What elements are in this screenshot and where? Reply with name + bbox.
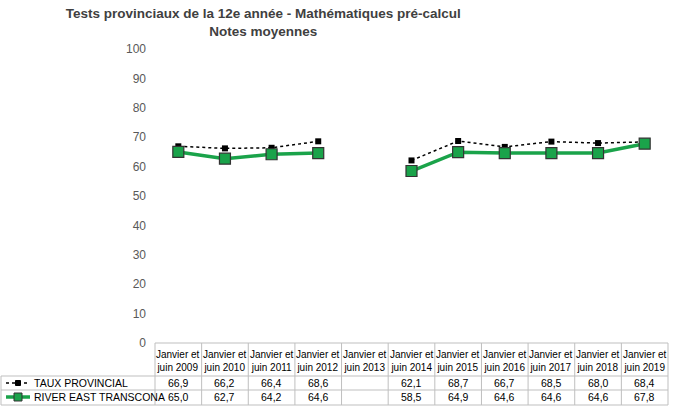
- svg-text:RIVER EAST TRANSCONA: RIVER EAST TRANSCONA: [34, 391, 165, 403]
- svg-text:68,0: 68,0: [588, 377, 609, 389]
- svg-text:50: 50: [133, 189, 147, 203]
- svg-text:90: 90: [133, 72, 147, 86]
- svg-text:68,7: 68,7: [448, 377, 469, 389]
- svg-text:66,4: 66,4: [261, 377, 282, 389]
- svg-text:64,2: 64,2: [261, 391, 282, 403]
- svg-text:64,9: 64,9: [448, 391, 469, 403]
- svg-text:40: 40: [133, 219, 147, 233]
- svg-text:64,6: 64,6: [308, 391, 329, 403]
- svg-text:Janvier etjuin 2010: Janvier etjuin 2010: [203, 349, 247, 373]
- svg-text:Janvier etjuin 2009: Janvier etjuin 2009: [156, 349, 200, 373]
- svg-text:Janvier etjuin 2019: Janvier etjuin 2019: [623, 349, 667, 373]
- svg-text:58,5: 58,5: [401, 391, 422, 403]
- svg-text:60: 60: [133, 160, 147, 174]
- svg-text:TAUX PROVINCIAL: TAUX PROVINCIAL: [34, 377, 128, 389]
- svg-text:68,5: 68,5: [541, 377, 562, 389]
- svg-text:Janvier etjuin 2017: Janvier etjuin 2017: [529, 349, 573, 373]
- svg-text:Janvier etjuin 2016: Janvier etjuin 2016: [483, 349, 527, 373]
- svg-text:0: 0: [139, 336, 146, 350]
- svg-text:64,6: 64,6: [494, 391, 515, 403]
- svg-text:65,0: 65,0: [168, 391, 189, 403]
- svg-text:66,9: 66,9: [168, 377, 189, 389]
- svg-text:62,1: 62,1: [401, 377, 422, 389]
- svg-text:10: 10: [133, 307, 147, 321]
- svg-text:Janvier etjuin 2014: Janvier etjuin 2014: [390, 349, 434, 373]
- svg-text:Janvier etjuin 2011: Janvier etjuin 2011: [250, 349, 294, 373]
- svg-text:80: 80: [133, 101, 147, 115]
- svg-text:64,6: 64,6: [588, 391, 609, 403]
- svg-text:Janvier etjuin 2018: Janvier etjuin 2018: [576, 349, 620, 373]
- svg-text:20: 20: [133, 277, 147, 291]
- svg-text:68,6: 68,6: [308, 377, 329, 389]
- svg-text:Janvier etjuin 2015: Janvier etjuin 2015: [436, 349, 480, 373]
- svg-text:64,6: 64,6: [541, 391, 562, 403]
- svg-text:100: 100: [126, 42, 146, 56]
- svg-text:Tests provinciaux de la 12e an: Tests provinciaux de la 12e année - Math…: [66, 6, 461, 39]
- svg-text:66,7: 66,7: [494, 377, 515, 389]
- svg-text:66,2: 66,2: [214, 377, 235, 389]
- svg-text:Janvier etjuin 2012: Janvier etjuin 2012: [296, 349, 340, 373]
- svg-text:30: 30: [133, 248, 147, 262]
- svg-text:67,8: 67,8: [634, 391, 655, 403]
- svg-text:68,4: 68,4: [634, 377, 655, 389]
- svg-text:70: 70: [133, 130, 147, 144]
- svg-text:Janvier etjuin 2013: Janvier etjuin 2013: [343, 349, 387, 373]
- svg-text:62,7: 62,7: [214, 391, 235, 403]
